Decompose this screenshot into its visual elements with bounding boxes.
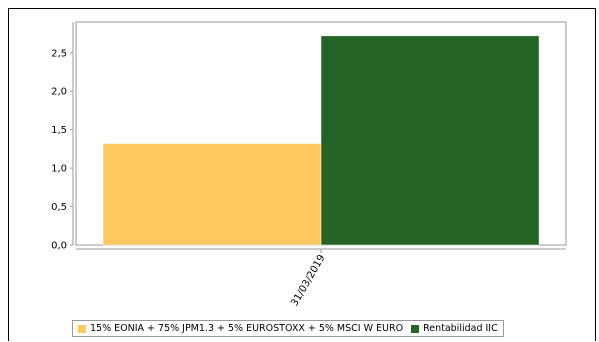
- bar-benchmark: [102, 143, 322, 246]
- x-tick-label: 31/03/2019: [289, 253, 327, 308]
- chart-bars: [102, 35, 540, 246]
- bar-fund-return: [320, 35, 540, 246]
- x-axis-ticks: 31/03/2019: [289, 249, 328, 308]
- y-tick-label: 0,0: [51, 241, 67, 252]
- legend-item-benchmark: 15% EONIA + 75% JPM1.3 + 5% EUROSTOXX + …: [78, 323, 403, 334]
- chart-frame: 0,0 0,5 1,0 1,5 2,0 2,5 31/03/2019: [8, 8, 596, 341]
- legend-swatch-fund-return: [411, 324, 420, 333]
- y-tick-label: 2,5: [51, 48, 67, 59]
- y-tick-label: 2,0: [51, 87, 67, 98]
- bar-chart: 0,0 0,5 1,0 1,5 2,0 2,5 31/03/2019: [51, 21, 567, 308]
- legend-item-fund-return: Rentabilidad IIC: [411, 323, 498, 334]
- legend-swatch-benchmark: [78, 324, 86, 333]
- y-axis-ticks: 0,0 0,5 1,0 1,5 2,0 2,5: [51, 48, 73, 252]
- chart-legend: 15% EONIA + 75% JPM1.3 + 5% EUROSTOXX + …: [72, 320, 504, 337]
- legend-label-benchmark: 15% EONIA + 75% JPM1.3 + 5% EUROSTOXX + …: [90, 323, 404, 334]
- legend-label-fund-return: Rentabilidad IIC: [423, 323, 498, 334]
- y-tick-label: 1,5: [51, 125, 67, 136]
- y-tick-label: 0,5: [51, 202, 67, 213]
- y-tick-label: 1,0: [51, 164, 67, 175]
